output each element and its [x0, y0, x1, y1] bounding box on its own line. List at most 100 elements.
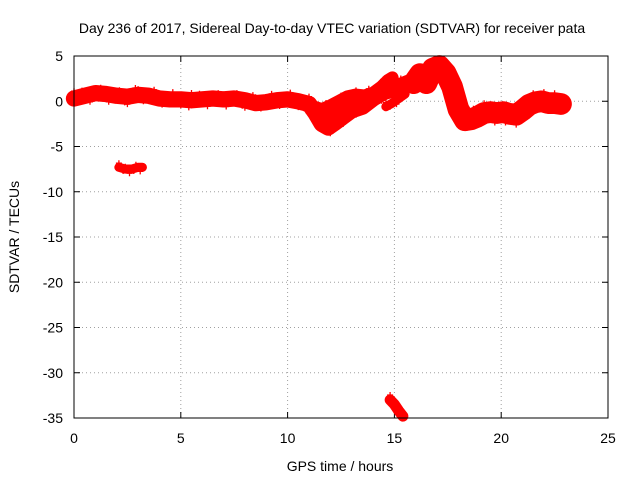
plus-marker — [209, 94, 216, 101]
plus-marker — [340, 96, 347, 102]
plus-marker — [122, 163, 129, 170]
plus-marker — [92, 88, 99, 95]
plus-marker — [145, 89, 152, 96]
plus-marker — [284, 99, 291, 106]
plus-marker — [434, 60, 441, 66]
plus-marker — [124, 101, 131, 108]
plus-marker — [413, 81, 420, 88]
plus-marker — [429, 67, 436, 74]
plus-marker — [547, 94, 554, 101]
plus-marker — [103, 92, 109, 99]
plus-marker — [449, 76, 456, 82]
plus-marker — [120, 168, 127, 174]
plus-marker — [318, 111, 325, 118]
plus-marker — [470, 105, 477, 112]
x-tick-label: 25 — [600, 430, 616, 446]
series-lower-branch — [381, 89, 410, 112]
plus-marker — [459, 111, 466, 117]
plus-marker — [201, 97, 208, 104]
series-bottom-segment — [384, 392, 409, 422]
plus-marker — [458, 101, 464, 107]
plus-marker — [318, 105, 325, 112]
plus-marker — [244, 95, 251, 102]
plus-marker — [549, 102, 556, 108]
plus-marker — [350, 105, 357, 112]
plus-marker — [273, 97, 280, 104]
plus-marker — [474, 121, 481, 128]
plus-marker — [225, 93, 232, 100]
plus-marker — [303, 100, 310, 107]
plus-marker — [487, 103, 494, 110]
plus-marker — [306, 93, 312, 100]
plus-marker — [385, 82, 391, 88]
plus-marker — [191, 95, 198, 102]
plus-marker — [183, 98, 190, 105]
plus-marker — [327, 130, 334, 137]
plus-marker — [132, 85, 139, 91]
y-tick-label: -20 — [43, 274, 63, 290]
plus-marker — [287, 89, 294, 96]
plot-frame — [73, 55, 609, 419]
plus-marker — [496, 115, 503, 122]
plus-marker — [212, 100, 219, 107]
series-after-gap-trace — [402, 55, 572, 132]
plus-marker — [483, 107, 490, 114]
plus-marker — [327, 103, 334, 110]
plus-marker — [391, 398, 398, 405]
after-gap-trace-band — [402, 55, 572, 132]
plus-marker — [135, 86, 142, 93]
plus-marker — [402, 91, 409, 97]
plus-marker — [196, 90, 203, 97]
plus-marker — [185, 104, 192, 111]
plus-marker — [151, 86, 158, 93]
y-axis-label: SDTVAR / TECUs — [6, 181, 22, 293]
plus-marker — [365, 103, 372, 110]
plus-marker — [350, 94, 357, 101]
y-tick-label: 5 — [55, 48, 63, 64]
plus-marker — [412, 75, 419, 82]
x-tick-label: 15 — [387, 430, 403, 446]
y-tick-label: -30 — [43, 365, 63, 381]
plus-marker — [528, 104, 535, 111]
plus-marker — [95, 94, 101, 101]
plus-marker — [323, 100, 329, 106]
plus-marker — [108, 89, 115, 95]
plus-marker — [113, 97, 120, 104]
plus-marker — [511, 111, 517, 118]
plus-marker — [76, 98, 83, 105]
plus-marker — [247, 101, 254, 108]
plus-marker — [324, 118, 331, 125]
plus-marker — [530, 90, 537, 97]
plus-marker — [236, 96, 243, 103]
plus-marker — [257, 105, 264, 112]
plus-marker — [521, 105, 528, 112]
plus-marker — [130, 168, 137, 174]
plus-marker — [538, 102, 545, 109]
plus-marker — [387, 392, 394, 398]
plus-marker — [398, 407, 405, 414]
plus-marker — [79, 87, 85, 94]
plus-marker — [276, 103, 283, 109]
plus-marker — [97, 84, 104, 91]
x-axis-label: GPS time / hours — [287, 458, 394, 474]
plus-marker — [137, 92, 144, 99]
plus-marker — [357, 104, 364, 111]
plus-marker — [395, 85, 402, 92]
plus-marker — [506, 116, 513, 123]
plus-marker — [279, 92, 286, 99]
plus-marker — [485, 115, 492, 122]
plus-marker — [519, 99, 526, 106]
plus-marker — [427, 78, 434, 85]
plus-marker — [489, 111, 496, 118]
x-tick-label: 10 — [280, 430, 296, 446]
plus-marker — [517, 112, 524, 119]
x-tick-label: 0 — [70, 430, 78, 446]
plus-marker — [255, 99, 262, 106]
plus-marker — [220, 97, 227, 104]
plus-marker — [129, 95, 136, 102]
plus-marker — [534, 106, 541, 113]
plus-marker — [119, 93, 126, 100]
plus-marker — [545, 107, 552, 114]
plus-marker — [428, 62, 435, 69]
plus-marker — [335, 101, 342, 108]
